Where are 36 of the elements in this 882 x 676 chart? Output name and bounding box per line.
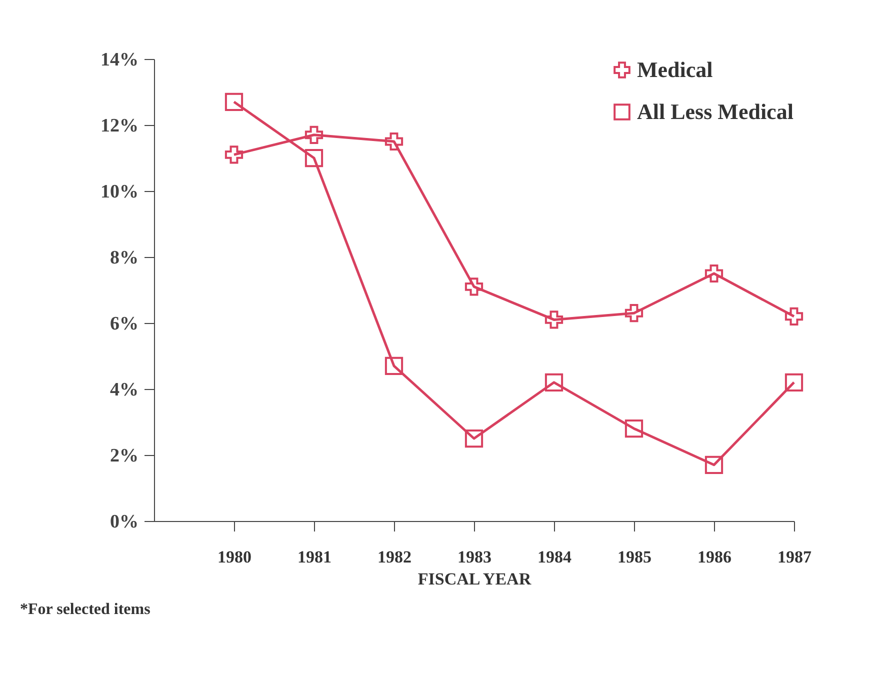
y-tick-label: 8%: [110, 248, 138, 268]
point: [704, 456, 724, 474]
x-tick-label: 1986: [698, 548, 732, 566]
point: [224, 92, 244, 111]
x-tick-label: 1985: [618, 548, 652, 566]
y-tick-label: 14%: [100, 50, 138, 70]
point: [784, 307, 804, 326]
y-tick-label: 4%: [110, 380, 138, 400]
point: [464, 278, 484, 296]
point: [304, 148, 324, 168]
y-tick-label: 2%: [110, 446, 138, 466]
point: [304, 126, 324, 144]
point: [624, 420, 644, 438]
text: *For selected items: [20, 601, 150, 618]
point: [464, 429, 484, 448]
point: [544, 373, 564, 392]
point: [224, 146, 244, 164]
x-axis-title: FISCAL YEAR: [418, 570, 532, 588]
point: [704, 264, 724, 283]
legend-label: Medical: [637, 57, 713, 82]
y-tick-label: 6%: [110, 314, 138, 334]
y-tick-label: 12%: [100, 116, 138, 136]
x-tick-label: 1984: [538, 548, 572, 566]
point: [384, 356, 404, 375]
x-tick-label: 1983: [458, 548, 492, 566]
point: [624, 304, 644, 322]
x-tick-label: 1987: [778, 548, 812, 566]
point: [544, 310, 564, 329]
legend-label: All Less Medical: [637, 99, 794, 124]
y-tick-label: 0%: [110, 512, 138, 532]
point: [384, 132, 404, 151]
x-tick-label: 1982: [378, 548, 412, 566]
x-tick-label: 1980: [218, 548, 252, 566]
x-tick-label: 1981: [298, 548, 332, 566]
point: [784, 373, 804, 392]
y-tick-label: 10%: [100, 182, 138, 202]
